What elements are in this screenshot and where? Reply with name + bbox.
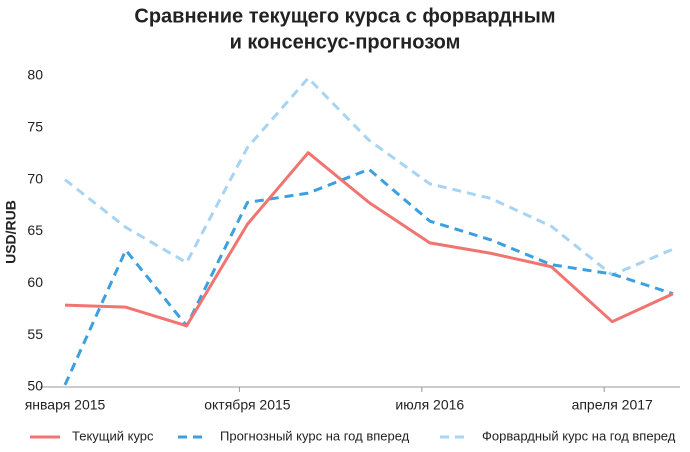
y-tick-label: 60 (27, 274, 43, 290)
chart-title: и консенсус-прогнозом (230, 31, 461, 53)
x-tick-label: января 2015 (25, 397, 106, 413)
y-tick-label: 65 (27, 222, 43, 238)
series-line (64, 151, 674, 328)
series-line (64, 76, 674, 277)
y-tick-label: 55 (27, 326, 43, 342)
x-tick-label: апреля 2017 (572, 397, 653, 413)
y-tick-label: 80 (27, 67, 43, 83)
y-tick-label: 75 (27, 119, 43, 135)
chart-title: Сравнение текущего курса с форвардным (134, 5, 555, 27)
y-tick-label: 70 (27, 170, 43, 186)
series-line (63, 167, 674, 386)
legend-label: Прогнозный курс на год вперед (220, 428, 410, 443)
legend-label: Форвардный курс на год вперед (482, 428, 676, 443)
y-axis-label: USD/RUB (3, 200, 19, 264)
legend-label: Текущий курс (72, 428, 154, 443)
x-tick-label: октября 2015 (204, 397, 291, 413)
y-tick-label: 50 (27, 378, 43, 394)
x-tick-label: июля 2016 (395, 397, 464, 413)
